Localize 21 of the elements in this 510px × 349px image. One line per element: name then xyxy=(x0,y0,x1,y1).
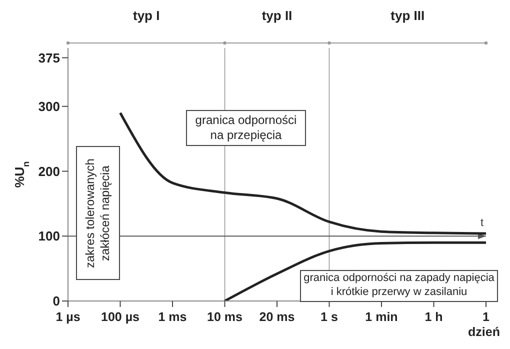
annotation: zakres tolerowanych zakłóceń napięcia xyxy=(76,146,120,280)
ref-line-label: t xyxy=(480,217,484,230)
y-tick-label: 100 xyxy=(38,228,60,244)
y-tick-label: 300 xyxy=(38,99,60,114)
x-tick-label: 1 min xyxy=(365,310,398,324)
text: typ III xyxy=(390,8,426,23)
x-tick-label: 1 s xyxy=(320,310,338,324)
y-tick-label: 200 xyxy=(38,164,60,179)
annotation: granica odporności na przepięcia xyxy=(186,110,306,146)
annotation: granica odporności na zapady napięcia i krótkie przerwy w zasilaniu xyxy=(300,270,498,302)
text: typ II xyxy=(260,8,294,23)
text: typ I xyxy=(132,8,161,23)
x-tick-label: 10 ms xyxy=(207,310,243,324)
x-tick-label: 1 dzień xyxy=(468,310,500,339)
x-tick-label: 100 µs xyxy=(101,310,140,324)
y-tick-label: 375 xyxy=(38,50,60,66)
x-tick-label: 20 ms xyxy=(259,310,295,324)
x-tick-label: 1 h xyxy=(424,310,443,324)
x-tick-label: 1 µs xyxy=(56,310,80,324)
y-tick-label: 0 xyxy=(52,294,60,309)
x-tick-label: 1 ms xyxy=(158,310,187,324)
